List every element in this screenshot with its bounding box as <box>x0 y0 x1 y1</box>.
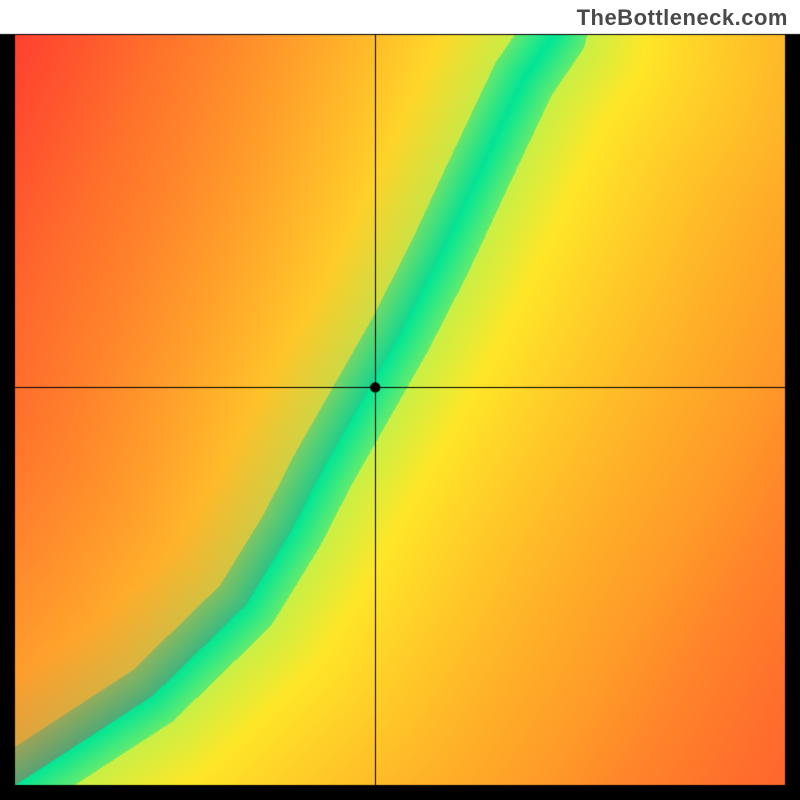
chart-container: TheBottleneck.com <box>0 0 800 800</box>
heatmap-canvas <box>0 0 800 800</box>
watermark-text: TheBottleneck.com <box>577 5 788 31</box>
